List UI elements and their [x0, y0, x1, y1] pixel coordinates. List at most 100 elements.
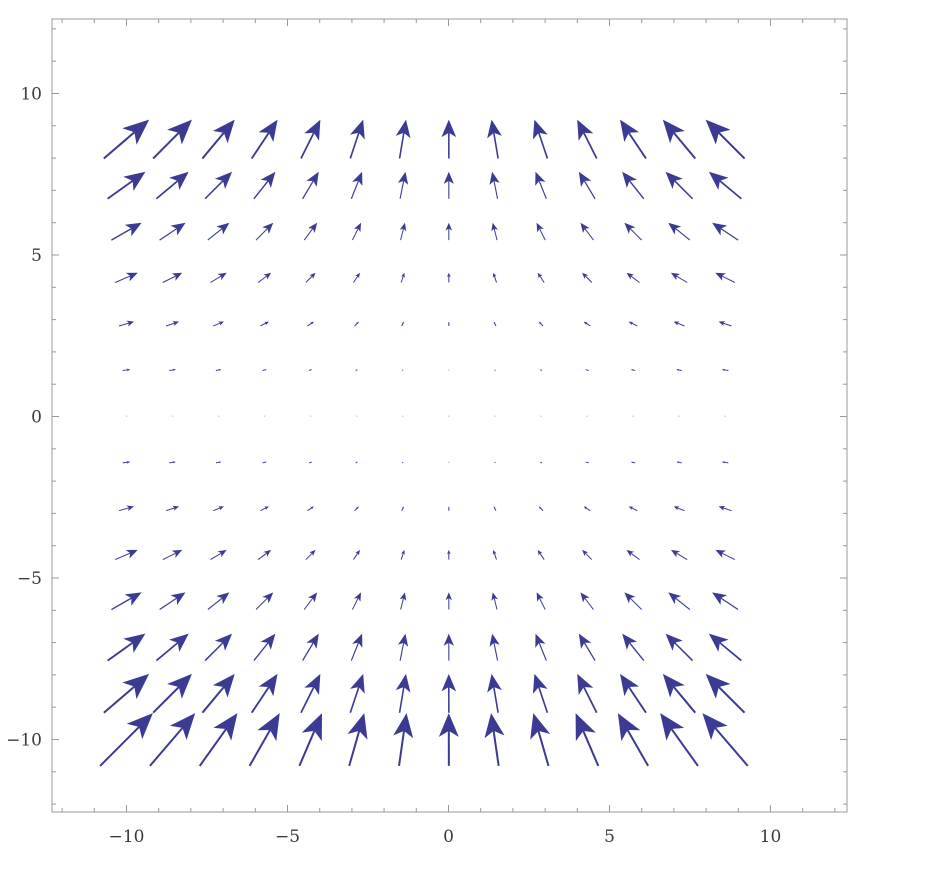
field-arrow — [122, 368, 131, 372]
field-arrow — [397, 171, 409, 199]
field-arrow — [721, 461, 729, 464]
field-arrow — [260, 506, 269, 512]
field-arrow — [351, 222, 362, 241]
field-arrow — [201, 119, 235, 160]
field-arrow — [532, 119, 549, 159]
field-arrow — [103, 119, 150, 160]
field-arrow — [152, 673, 192, 714]
field-arrow — [250, 119, 278, 160]
field-arrow — [668, 222, 691, 241]
field-arrow — [111, 222, 142, 241]
field-arrow — [350, 171, 363, 199]
field-arrow — [107, 633, 146, 662]
field-arrow — [395, 673, 411, 713]
field-arrow — [262, 369, 267, 372]
field-arrow — [354, 321, 359, 327]
field-arrow — [580, 222, 594, 241]
field-arrow — [535, 171, 547, 199]
field-arrow — [577, 119, 598, 159]
field-arrow — [395, 119, 411, 159]
field-arrow — [494, 369, 496, 371]
field-arrow — [622, 171, 645, 200]
field-arrow — [448, 369, 450, 371]
field-arrow — [169, 461, 176, 464]
x-tick-label: −10 — [109, 827, 145, 847]
x-tick-label: 10 — [760, 827, 782, 847]
field-arrow — [354, 506, 359, 512]
field-arrow — [537, 549, 545, 560]
field-arrow — [662, 119, 697, 160]
field-arrow — [539, 461, 543, 464]
field-arrow — [262, 461, 267, 464]
field-arrow — [111, 592, 142, 611]
field-arrow — [673, 506, 685, 512]
field-arrow — [353, 549, 360, 560]
field-arrow — [210, 549, 227, 561]
field-arrow — [302, 171, 319, 200]
field-arrow — [198, 713, 238, 767]
field-arrow — [662, 673, 697, 714]
field-arrow — [118, 505, 135, 512]
field-arrow — [204, 633, 233, 662]
field-arrow — [583, 321, 591, 327]
field-arrow — [248, 713, 280, 767]
field-arrow — [448, 415, 450, 417]
field-arrow — [445, 222, 453, 241]
field-arrow — [303, 592, 318, 610]
field-arrow — [165, 321, 180, 327]
field-arrow — [350, 633, 363, 661]
field-arrow — [668, 592, 691, 610]
field-arrow — [149, 713, 196, 767]
field-arrow — [448, 506, 450, 511]
field-arrow — [577, 673, 598, 714]
field-arrow — [665, 171, 694, 200]
field-arrow — [702, 713, 749, 767]
field-arrow — [169, 368, 176, 372]
field-arrow — [487, 673, 502, 713]
field-arrow — [626, 549, 640, 560]
field-arrow — [255, 592, 274, 610]
field-arrow — [578, 633, 596, 661]
field-arrow — [583, 506, 591, 512]
field-arrow — [171, 415, 174, 417]
field-arrow — [582, 549, 593, 560]
field-arrow — [397, 633, 409, 661]
field-arrow — [402, 415, 404, 417]
field-arrow — [253, 171, 276, 200]
field-arrow — [445, 592, 453, 610]
field-arrow — [492, 549, 497, 560]
field-arrow — [438, 713, 459, 766]
field-arrow — [624, 222, 643, 241]
y-tick-label: −5 — [17, 569, 42, 589]
field-arrow — [300, 119, 321, 159]
field-arrow — [660, 713, 699, 767]
field-arrow — [715, 272, 736, 283]
field-arrow — [665, 633, 694, 662]
field-arrow — [535, 633, 547, 661]
field-arrow — [114, 272, 138, 283]
field-arrow — [255, 222, 274, 241]
field-arrow — [355, 369, 358, 371]
field-arrow — [253, 633, 276, 662]
field-arrow — [305, 549, 316, 560]
field-arrow — [484, 713, 505, 767]
field-arrow — [617, 713, 650, 767]
field-arrow — [99, 713, 153, 767]
field-arrow — [308, 369, 313, 372]
field-arrow — [670, 272, 688, 283]
field-arrow — [215, 461, 222, 464]
field-arrow — [443, 171, 454, 199]
x-tick-label: 5 — [604, 827, 615, 847]
field-arrow — [446, 549, 451, 560]
field-arrow — [210, 272, 227, 283]
field-arrow — [401, 321, 404, 327]
field-arrow — [491, 592, 498, 610]
field-arrow — [708, 633, 742, 662]
field-arrow — [305, 272, 316, 283]
field-arrow — [676, 368, 682, 372]
field-arrow — [152, 119, 192, 160]
field-arrow — [213, 506, 224, 512]
field-arrow — [263, 415, 266, 417]
field-arrow — [624, 592, 642, 610]
